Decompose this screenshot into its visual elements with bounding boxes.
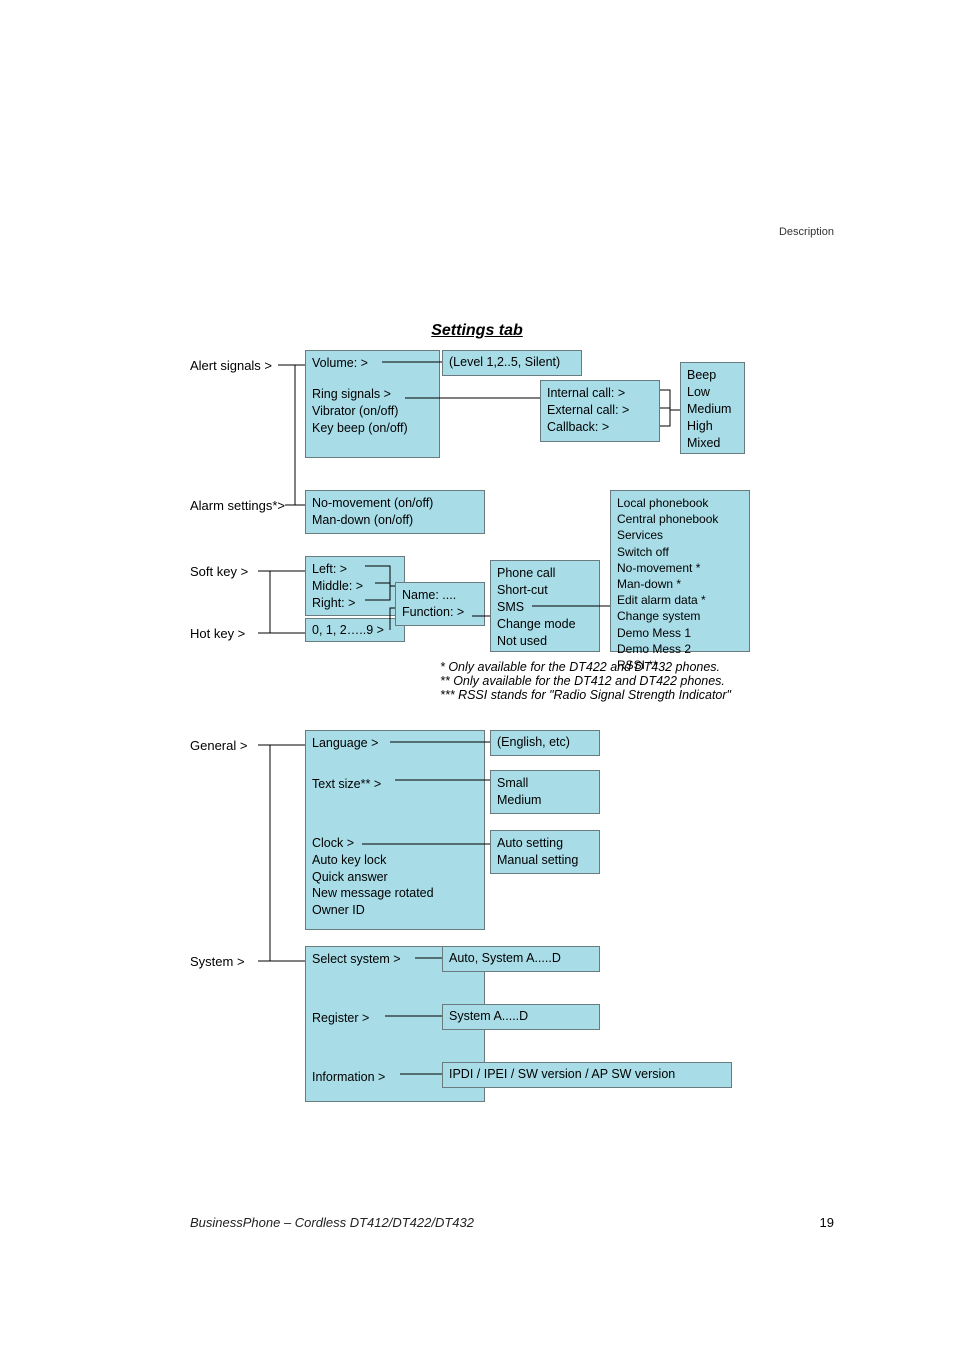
connector-lines <box>190 350 840 1120</box>
settings-diagram: Alert signals > Alarm settings*> Soft ke… <box>190 350 834 1180</box>
page-number: 19 <box>820 1215 834 1230</box>
page: Description Settings tab Alert signals >… <box>0 0 954 1350</box>
diagram-title: Settings tab <box>0 322 954 340</box>
header-right: Description <box>779 226 834 238</box>
footer-text: BusinessPhone – Cordless DT412/DT422/DT4… <box>190 1215 474 1230</box>
